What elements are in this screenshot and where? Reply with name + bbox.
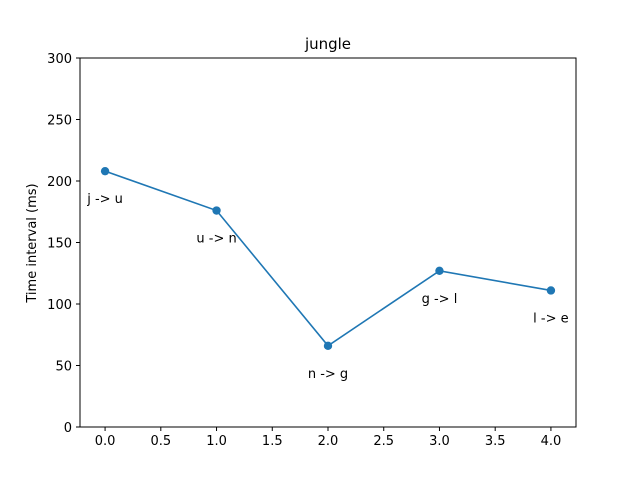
- data-point: [435, 266, 444, 275]
- y-tick-label: 300: [47, 52, 72, 67]
- y-tick-label: 100: [47, 298, 72, 313]
- y-tick-label: 50: [55, 360, 72, 375]
- point-label: l -> e: [533, 312, 568, 327]
- x-tick-label: 0.5: [150, 434, 171, 449]
- plot-area: 0.0 0.5 1.0 1.5 2.0 2.5 3.0 3.5 4.0 0 50 100 150 200 2…: [47, 52, 577, 449]
- x-tick-label: 2.5: [373, 434, 394, 449]
- y-tick-label: 200: [47, 175, 72, 190]
- data-point: [212, 206, 221, 215]
- data-point: [546, 286, 556, 295]
- data-point: [323, 341, 333, 351]
- point-label: n -> g: [308, 367, 348, 382]
- y-tick-label: 0: [64, 421, 72, 436]
- y-tick-label: 150: [47, 237, 72, 252]
- point-label: u -> n: [196, 232, 236, 247]
- x-tick-label: 3.5: [485, 434, 506, 449]
- x-tick-label: 1.5: [262, 434, 283, 449]
- chart-title: jungle: [304, 35, 351, 53]
- x-tick-label: 2.0: [318, 434, 339, 449]
- data-point: [100, 166, 110, 176]
- x-tick-label: 1.0: [206, 434, 227, 449]
- x-tick-label: 0.0: [95, 434, 116, 449]
- x-tick-label: 3.0: [429, 434, 450, 449]
- y-tick-label: 250: [47, 114, 72, 129]
- y-axis-label: Time interval (ms): [25, 183, 40, 303]
- point-label: j -> u: [86, 192, 123, 207]
- x-tick-label: 4.0: [541, 434, 562, 449]
- point-label: g -> l: [422, 292, 458, 307]
